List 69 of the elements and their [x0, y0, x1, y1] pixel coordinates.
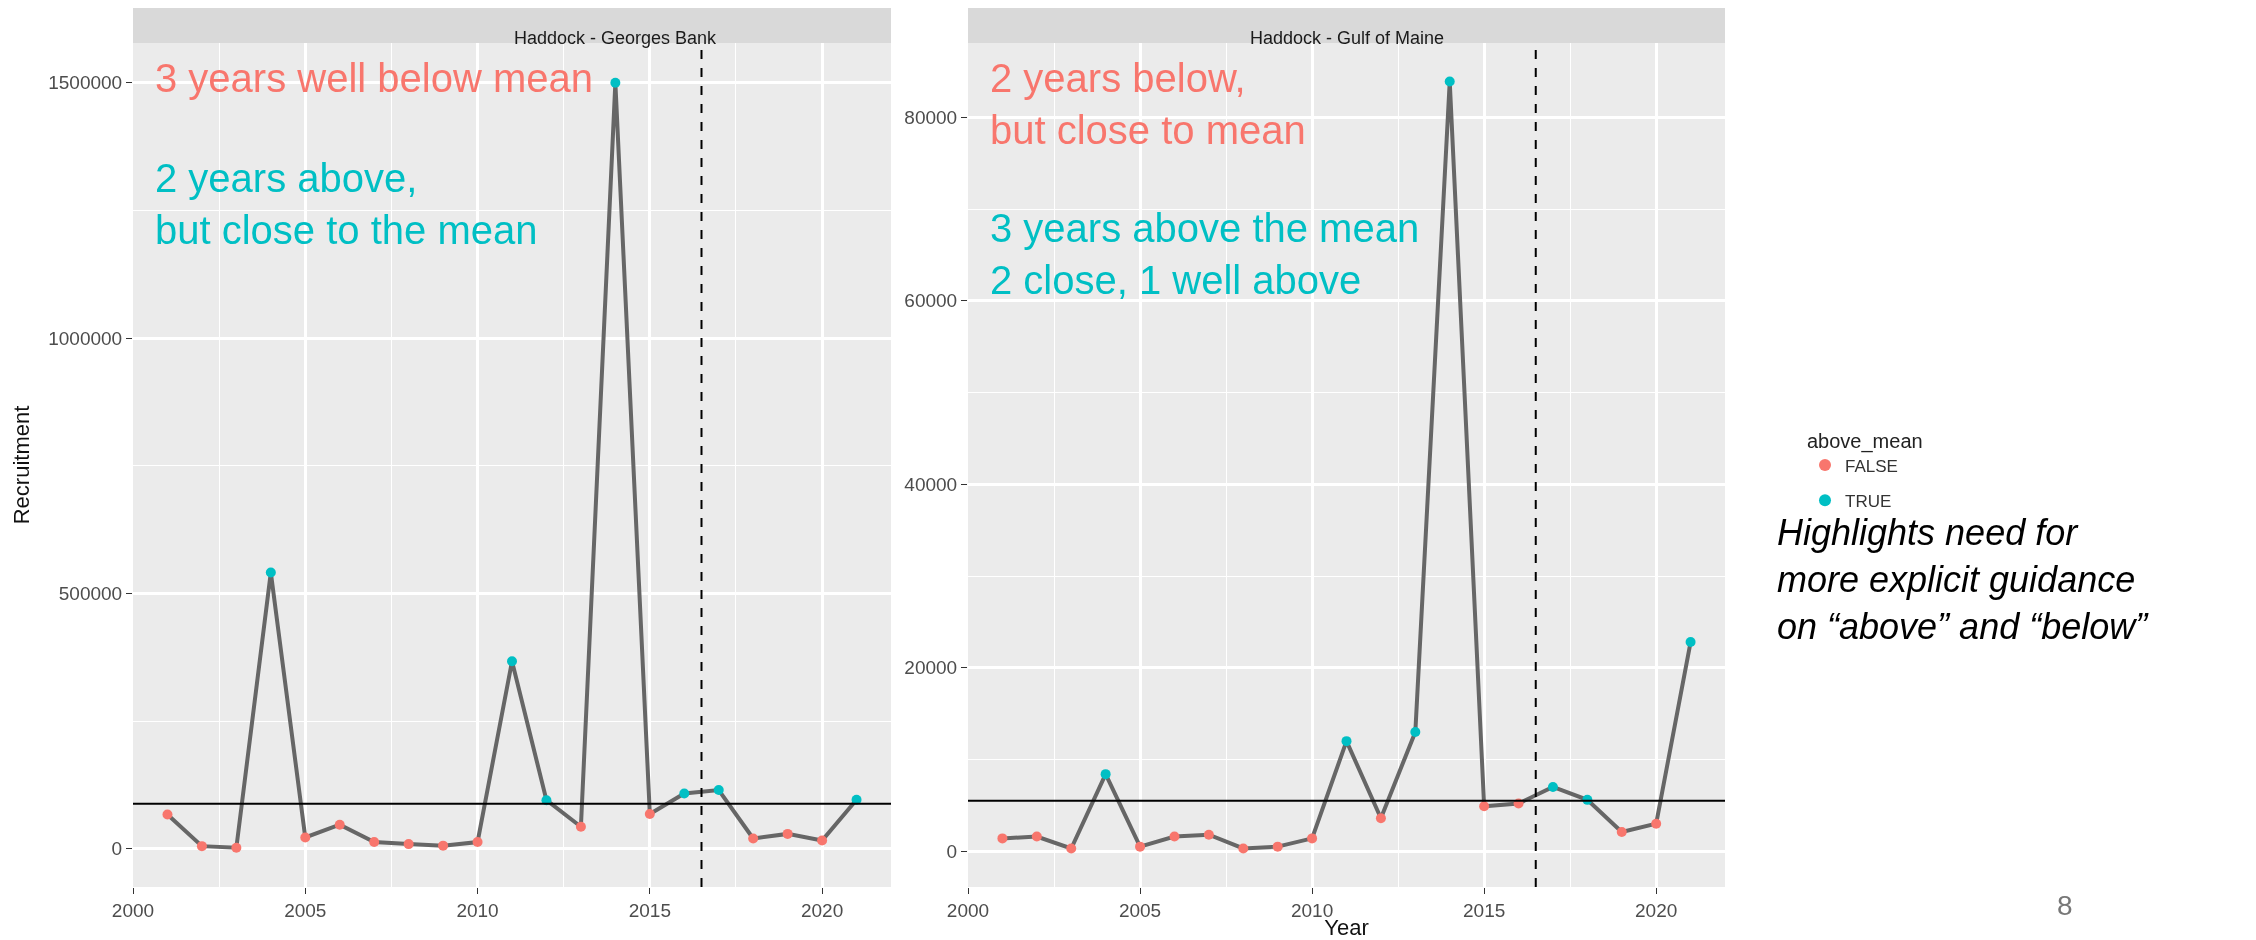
y-tick-label: 0	[946, 840, 958, 862]
point	[679, 788, 690, 799]
point	[300, 832, 311, 843]
x-tick-label: 2010	[456, 899, 499, 921]
y-tick-label: 500000	[58, 583, 123, 605]
point	[162, 809, 173, 820]
point	[369, 837, 380, 848]
x-tick-label: 2005	[284, 899, 327, 921]
text: 8	[2057, 890, 2073, 921]
y-tick-label: 80000	[904, 106, 958, 128]
point	[1066, 843, 1077, 854]
x-tick-label: 2015	[628, 899, 671, 921]
chart-title: Haddock - Gulf of Maine	[1250, 28, 1445, 48]
annotation: 2 years above, but close to the mean	[155, 156, 538, 252]
x-tick-label: 2020	[1635, 899, 1678, 921]
point	[610, 77, 621, 88]
y-tick-label: 60000	[904, 290, 958, 312]
point	[644, 808, 655, 819]
point	[1651, 818, 1662, 829]
point	[438, 840, 449, 851]
y-axis-title: Recruitment	[9, 405, 35, 525]
point	[713, 784, 724, 795]
point	[472, 837, 483, 848]
point	[1307, 833, 1318, 844]
y-tick-label: 40000	[904, 473, 958, 495]
legend-title: above_mean	[1807, 429, 1923, 453]
text: Highlights need for more explicit guidance on “above” and “below”	[1777, 512, 2150, 647]
point	[403, 839, 414, 850]
point	[265, 567, 276, 578]
point	[1341, 736, 1352, 747]
y-tick-label: 1000000	[48, 327, 123, 349]
point	[997, 833, 1008, 844]
x-tick-label: 2010	[1290, 899, 1334, 921]
point	[1410, 726, 1421, 737]
legend-label: FALSE	[1845, 456, 1898, 476]
point	[575, 821, 586, 832]
point	[1031, 831, 1042, 842]
point	[748, 833, 759, 844]
point	[1479, 801, 1490, 812]
annotation: 3 years above the mean 2 close, 1 well above	[990, 206, 1420, 302]
point	[1135, 841, 1146, 852]
x-tick-label: 2005	[1118, 899, 1162, 921]
point	[196, 841, 207, 852]
point	[507, 656, 517, 667]
point	[1100, 769, 1111, 780]
chart-title: Haddock - Georges Bank	[514, 28, 718, 48]
point	[1616, 826, 1627, 837]
y-tick-label: 20000	[904, 657, 958, 679]
point	[1444, 76, 1455, 87]
y-tick-label: 1500000	[48, 72, 123, 94]
x-tick-label: 2000	[111, 899, 155, 921]
point	[231, 842, 242, 853]
point	[334, 819, 345, 830]
x-tick-label: 2020	[800, 899, 844, 921]
point	[782, 828, 793, 839]
annotation: 2 years below, but close to mean	[990, 56, 1306, 152]
point	[1375, 813, 1386, 824]
legend-label: TRUE	[1845, 491, 1892, 511]
x-tick-label: 2015	[1463, 899, 1506, 921]
point	[1238, 843, 1249, 854]
point	[1272, 841, 1283, 852]
point	[1547, 782, 1558, 792]
point	[817, 835, 828, 846]
point	[1203, 829, 1214, 840]
annotation: 3 years well below mean	[155, 56, 593, 100]
point	[1685, 637, 1696, 648]
y-tick-label: 0	[111, 838, 123, 860]
point	[1169, 831, 1180, 842]
x-tick-label: 2000	[946, 899, 990, 921]
